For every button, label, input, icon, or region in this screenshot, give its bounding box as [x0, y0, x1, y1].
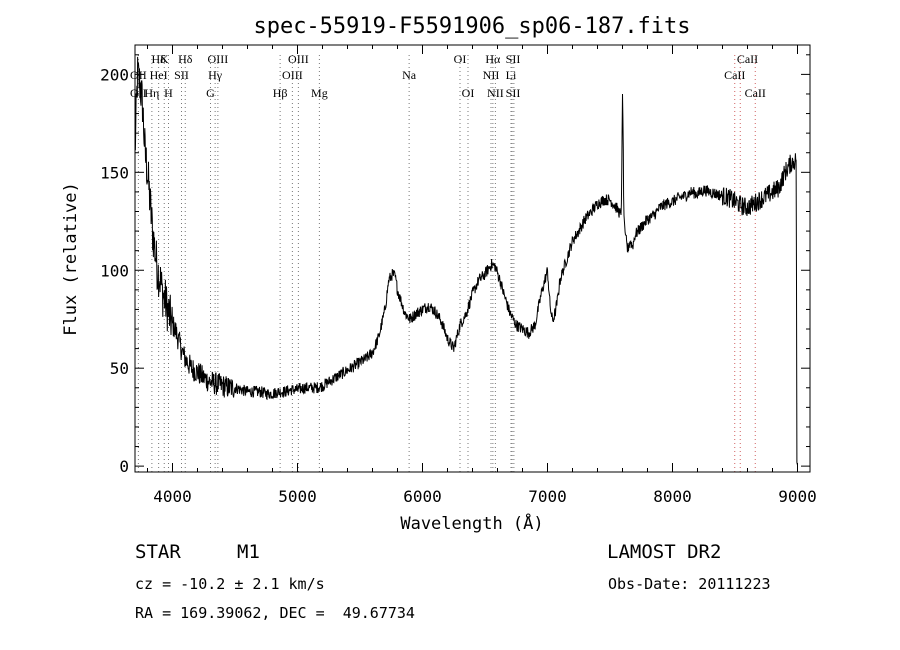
annotation-label: Hδ [178, 52, 193, 66]
annotation-label: H [164, 86, 173, 100]
emission-line-markers [137, 55, 756, 472]
y-tick-label: 50 [110, 359, 129, 378]
annotation-label: Hβ [273, 86, 288, 100]
annotation-label: OIII [282, 68, 303, 82]
annotation-label: CaII [724, 68, 745, 82]
annotation-label: Hδ [151, 52, 166, 66]
annotation-label: OII [130, 68, 147, 82]
annotation-label: OIII [288, 52, 309, 66]
annotation-label: NII [487, 86, 504, 100]
x-tick-label: 6000 [403, 487, 442, 506]
object-type: STAR [135, 541, 181, 563]
plot-frame [134, 44, 811, 473]
redshift-cz: cz = -10.2 ± 2.1 km/s [135, 575, 325, 593]
coordinates: RA = 169.39062, DEC = 49.67734 [135, 604, 415, 622]
x-tick-label: 7000 [528, 487, 567, 506]
object-subclass: M1 [237, 541, 260, 563]
annotation-label: Hη [144, 86, 159, 100]
annotation-label: Na [402, 68, 417, 82]
x-tick-label: 9000 [778, 487, 817, 506]
annotation-label: CaII [737, 52, 758, 66]
survey-name: LAMOST DR2 [607, 541, 722, 563]
x-axis-label: Wavelength (Å) [400, 512, 543, 534]
annotation-label: OI [462, 86, 475, 100]
annotation-label: OI [454, 52, 467, 66]
y-tick-label: 0 [119, 457, 129, 476]
chart-title: spec-55919-F5591906_sp06-187.fits [253, 14, 690, 39]
annotation-label: SII [174, 68, 189, 82]
annotation-label: SII [506, 52, 521, 66]
y-tick-label: 100 [100, 261, 129, 280]
annotation-label: NII [483, 68, 500, 82]
y-axis-label: Flux (relative) [61, 182, 81, 336]
annotation-label: Hα [485, 52, 501, 66]
annotation-label: G [206, 86, 215, 100]
annotation-label: Li [506, 68, 517, 82]
y-tick-label: 150 [100, 163, 129, 182]
x-tick-label: 8000 [653, 487, 692, 506]
annotation-label: K [160, 52, 169, 66]
annotation-label: Mg [311, 86, 328, 100]
axis-ticks: 4000 5000 6000 7000 8000 9000 0 50 100 150 200 [100, 45, 817, 506]
x-tick-label: 4000 [153, 487, 192, 506]
spectrum-series-line [134, 56, 798, 465]
annotation-label: OIII [208, 52, 229, 66]
y-tick-label: 200 [100, 65, 129, 84]
annotation-label: CaII [745, 86, 766, 100]
annotation-label: Hγ [208, 68, 223, 82]
annotation-label: SII [506, 86, 521, 100]
annotation-label: HeI [150, 68, 168, 82]
observation-date: Obs-Date: 20111223 [608, 575, 771, 593]
x-tick-label: 5000 [278, 487, 317, 506]
